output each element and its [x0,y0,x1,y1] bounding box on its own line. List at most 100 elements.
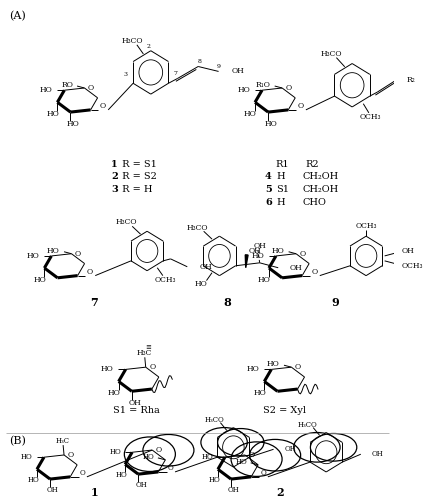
Text: O: O [311,268,317,276]
Text: H₃CO: H₃CO [187,224,208,232]
Text: R1: R1 [275,160,289,168]
Text: HO: HO [271,247,284,255]
Text: O: O [88,84,94,92]
Text: OH: OH [231,68,244,76]
Text: O: O [87,268,93,276]
Text: OCH₃: OCH₃ [355,222,377,230]
Text: S2 = Xyl: S2 = Xyl [263,406,306,416]
Text: ≡: ≡ [145,344,151,351]
Text: OCH₃: OCH₃ [360,113,382,121]
Text: O: O [68,451,74,459]
Text: HO: HO [101,366,113,374]
Text: 2: 2 [147,44,151,50]
Text: HO: HO [266,360,279,368]
Text: HO: HO [195,280,207,287]
Text: HO: HO [143,453,154,461]
Text: OH: OH [401,247,414,255]
Text: 7: 7 [174,71,178,76]
Text: HO: HO [244,110,257,118]
Text: O: O [168,464,173,472]
Text: O: O [156,446,162,454]
Polygon shape [245,255,248,268]
Text: R = S1: R = S1 [119,160,157,168]
Text: OH: OH [372,450,384,458]
Text: 3: 3 [111,186,118,194]
Text: R = S2: R = S2 [119,172,157,182]
Text: (B): (B) [9,436,26,446]
Text: O: O [260,469,266,477]
Text: OH: OH [289,264,302,272]
Text: HO: HO [235,458,247,466]
Text: OH: OH [128,399,141,407]
Text: H₃CO: H₃CO [298,420,318,428]
Text: 7: 7 [90,297,98,308]
Text: R = H: R = H [119,186,153,194]
Text: S1: S1 [276,186,289,194]
Text: RO: RO [61,81,73,89]
Text: HO: HO [253,390,266,398]
Text: 2: 2 [111,172,118,182]
Text: HO: HO [208,476,220,484]
Text: S1 = Rha: S1 = Rha [113,406,159,416]
Text: 3: 3 [124,72,128,77]
Text: OH: OH [285,446,297,454]
Text: 5: 5 [265,186,272,194]
Text: HO: HO [21,453,33,461]
Text: O: O [295,363,301,371]
Text: OH: OH [253,242,266,250]
Text: H: H [276,172,285,182]
Text: 1: 1 [91,487,98,498]
Text: O: O [299,250,306,258]
Text: H₃CO: H₃CO [205,416,225,424]
Text: O: O [149,363,155,371]
Text: (A): (A) [9,12,25,22]
Text: HO: HO [258,276,271,284]
Text: OCH₃: OCH₃ [155,276,176,283]
Text: O: O [297,102,303,110]
Text: OCH₃: OCH₃ [401,262,423,270]
Text: R₁O: R₁O [255,81,270,89]
Text: O: O [286,84,292,92]
Text: HO: HO [247,366,259,374]
Text: 6: 6 [265,198,272,207]
Text: O: O [80,469,85,477]
Text: CHO: CHO [303,198,327,207]
Text: HO: HO [47,110,59,118]
Text: O: O [75,250,81,258]
Text: 4: 4 [265,172,272,182]
Text: H₃CO: H₃CO [321,50,343,58]
Text: HO: HO [39,86,52,94]
Text: 2: 2 [276,487,283,498]
Text: HO: HO [251,252,264,260]
Text: HO: HO [33,276,46,284]
Text: HO: HO [202,453,214,461]
Text: R2: R2 [306,160,319,168]
Text: H: H [276,198,285,207]
Text: H₃C: H₃C [136,350,151,358]
Text: H₃C: H₃C [55,437,69,445]
Text: 8: 8 [198,59,202,64]
Text: HO: HO [27,252,39,260]
Text: CH₂OH: CH₂OH [303,186,339,194]
Text: HO: HO [47,247,59,255]
Text: R₂: R₂ [407,76,416,84]
Text: OH: OH [228,486,240,494]
Text: 9: 9 [332,297,339,308]
Text: H₃CO: H₃CO [116,218,137,226]
Text: HO: HO [107,390,121,398]
Text: OH: OH [135,481,147,489]
Text: 9: 9 [217,64,220,69]
Text: HO: HO [109,448,121,456]
Text: 8: 8 [223,297,231,308]
Text: O: O [99,102,106,110]
Text: OH: OH [47,486,59,494]
Text: HO: HO [237,86,250,94]
Text: OH: OH [199,263,212,271]
Text: OH: OH [249,247,261,255]
Text: 1: 1 [111,160,118,168]
Text: CH₂OH: CH₂OH [303,172,339,182]
Text: H₃CO: H₃CO [121,37,143,45]
Text: HO: HO [115,471,127,479]
Text: HO: HO [27,476,39,484]
Text: HO: HO [264,120,277,128]
